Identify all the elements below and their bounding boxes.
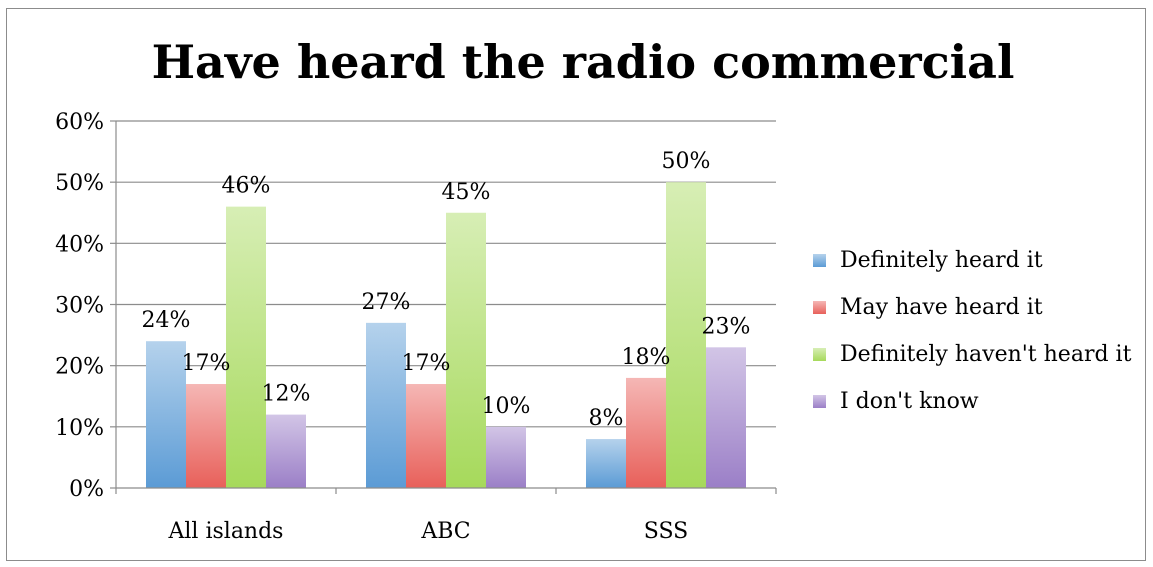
legend-label: May have heard it bbox=[840, 295, 1043, 320]
legend-swatch bbox=[813, 395, 826, 408]
data-label: 27% bbox=[362, 290, 411, 315]
legend-label: Definitely heard it bbox=[840, 248, 1043, 273]
data-label: 8% bbox=[589, 406, 624, 431]
bars bbox=[146, 182, 746, 488]
data-label: 17% bbox=[402, 351, 451, 376]
data-label: 50% bbox=[662, 149, 711, 174]
x-tick-label: SSS bbox=[644, 519, 688, 544]
y-tick-label: 10% bbox=[55, 416, 104, 441]
bar bbox=[226, 206, 266, 488]
y-tick-label: 30% bbox=[55, 294, 104, 319]
data-label: 45% bbox=[442, 180, 491, 205]
bar bbox=[446, 212, 486, 488]
y-tick-label: 40% bbox=[55, 232, 104, 257]
data-label: 17% bbox=[182, 351, 231, 376]
y-tick-label: 50% bbox=[55, 171, 104, 196]
bar bbox=[666, 182, 706, 488]
legend-swatch bbox=[813, 348, 826, 361]
bar bbox=[186, 384, 226, 488]
data-label: 46% bbox=[222, 174, 271, 199]
legend-label: I don't know bbox=[840, 389, 979, 414]
data-label: 23% bbox=[702, 314, 751, 339]
y-tick-label: 60% bbox=[55, 110, 104, 135]
bar bbox=[586, 439, 626, 488]
data-label: 12% bbox=[262, 382, 311, 407]
bar bbox=[366, 322, 406, 488]
bar bbox=[486, 426, 526, 488]
y-tick-label: 0% bbox=[69, 477, 104, 502]
legend: Definitely heard it May have heard it Defi… bbox=[813, 248, 1132, 414]
bar bbox=[146, 341, 186, 488]
axes: 0% 10% 20% 30% 40% 50% 60% All islands ABC SSS bbox=[55, 110, 777, 544]
y-tick-label: 20% bbox=[55, 355, 104, 380]
legend-swatch bbox=[813, 254, 826, 267]
bar bbox=[626, 377, 666, 488]
bar bbox=[406, 384, 446, 488]
data-label: 24% bbox=[142, 308, 191, 333]
chart-title: Have heard the radio commercial bbox=[152, 35, 1015, 89]
bar bbox=[266, 414, 306, 488]
data-label: 18% bbox=[622, 345, 671, 370]
x-tick-label: All islands bbox=[168, 519, 284, 544]
legend-label: Definitely haven't heard it bbox=[840, 342, 1132, 367]
data-label: 10% bbox=[482, 394, 531, 419]
data-labels: 24% 17% 46% 12% 27% 17% 45% 10% 8% 18% 50% 23% bbox=[142, 149, 751, 431]
legend-swatch bbox=[813, 301, 826, 314]
bar bbox=[706, 347, 746, 488]
x-tick-label: ABC bbox=[420, 519, 470, 544]
